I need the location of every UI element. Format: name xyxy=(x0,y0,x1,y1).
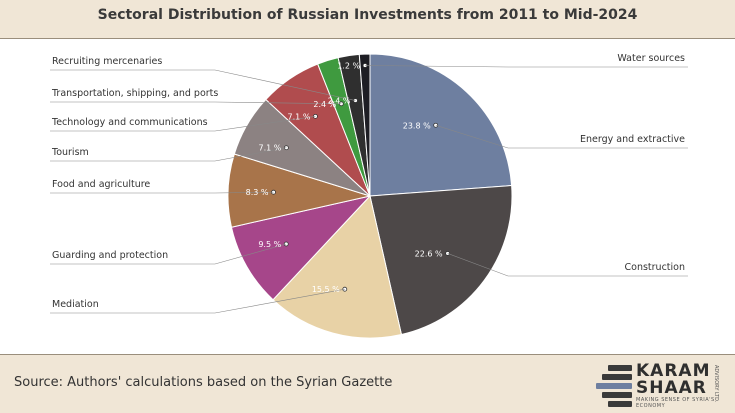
chart-title: Sectoral Distribution of Russian Investm… xyxy=(97,7,638,23)
callout-lines xyxy=(50,63,688,314)
footer: Source: Authors' calculations based on t… xyxy=(0,355,735,413)
logo-wordmark: KARAM SHAAR xyxy=(636,363,711,397)
karam-shaar-logo: KARAM SHAAR MAKING SENSE OF SYRIA'S ECON… xyxy=(596,361,731,409)
callout-line xyxy=(365,65,688,68)
slice-value-label: 15.5 % xyxy=(312,285,340,294)
pie-slice-water-sources xyxy=(358,53,371,197)
callout-line xyxy=(435,124,688,149)
category-label: Guarding and protection xyxy=(52,250,168,261)
pie-slices xyxy=(227,53,513,339)
callout-line xyxy=(50,147,287,162)
pie-slice-energy-and-extractive xyxy=(369,53,513,197)
callout-line xyxy=(50,191,274,194)
labels: 23.8 % Energy and extractive 22.6 % Constru… xyxy=(51,53,685,310)
pie-slice-construction xyxy=(369,184,513,336)
category-label: Recruiting mercenaries xyxy=(52,56,162,67)
callout-line xyxy=(50,69,356,101)
source-note: Source: Authors' calculations based on t… xyxy=(14,375,393,390)
header: Sectoral Distribution of Russian Investm… xyxy=(0,0,735,39)
slice-value-label: 23.8 % xyxy=(403,121,431,130)
callout-line xyxy=(50,116,316,132)
callout-line xyxy=(447,253,688,277)
logo-line1: KARAM xyxy=(636,361,711,381)
pie-slice-mediation xyxy=(272,194,403,339)
callout-line xyxy=(50,288,345,314)
slice-value-label: 7.1 % xyxy=(259,144,282,153)
category-label: Mediation xyxy=(52,299,99,310)
logo-advisory: ADVISORY LTD. xyxy=(713,365,719,403)
category-label: Energy and extractive xyxy=(580,134,685,145)
slice-value-label: 1.2 % xyxy=(337,61,360,70)
slice-value-label: 9.5 % xyxy=(258,240,281,249)
category-label: Water sources xyxy=(617,53,685,64)
logo-line2: SHAAR xyxy=(636,378,707,398)
slice-value-label: 2.4 % xyxy=(328,97,351,106)
category-label: Transportation, shipping, and ports xyxy=(51,88,218,99)
slice-value-label: 2.4 % xyxy=(313,100,336,109)
callout-line xyxy=(50,101,342,105)
category-label: Tourism xyxy=(51,147,89,158)
category-label: Technology and communications xyxy=(51,117,208,128)
pie-chart: 23.8 % Energy and extractive 22.6 % Constru… xyxy=(50,53,688,339)
category-label: Food and agriculture xyxy=(52,179,150,190)
pie-slice-guarding-and-protection xyxy=(230,195,372,301)
callout-line xyxy=(50,243,287,265)
logo-tagline: MAKING SENSE OF SYRIA'S ECONOMY xyxy=(636,397,715,409)
category-label: Construction xyxy=(625,262,686,273)
slice-value-label: 22.6 % xyxy=(415,249,443,258)
slice-value-label: 7.1 % xyxy=(288,112,311,121)
chart-area: 23.8 % Energy and extractive 22.6 % Constru… xyxy=(0,39,735,355)
slice-value-label: 8.3 % xyxy=(246,188,269,197)
